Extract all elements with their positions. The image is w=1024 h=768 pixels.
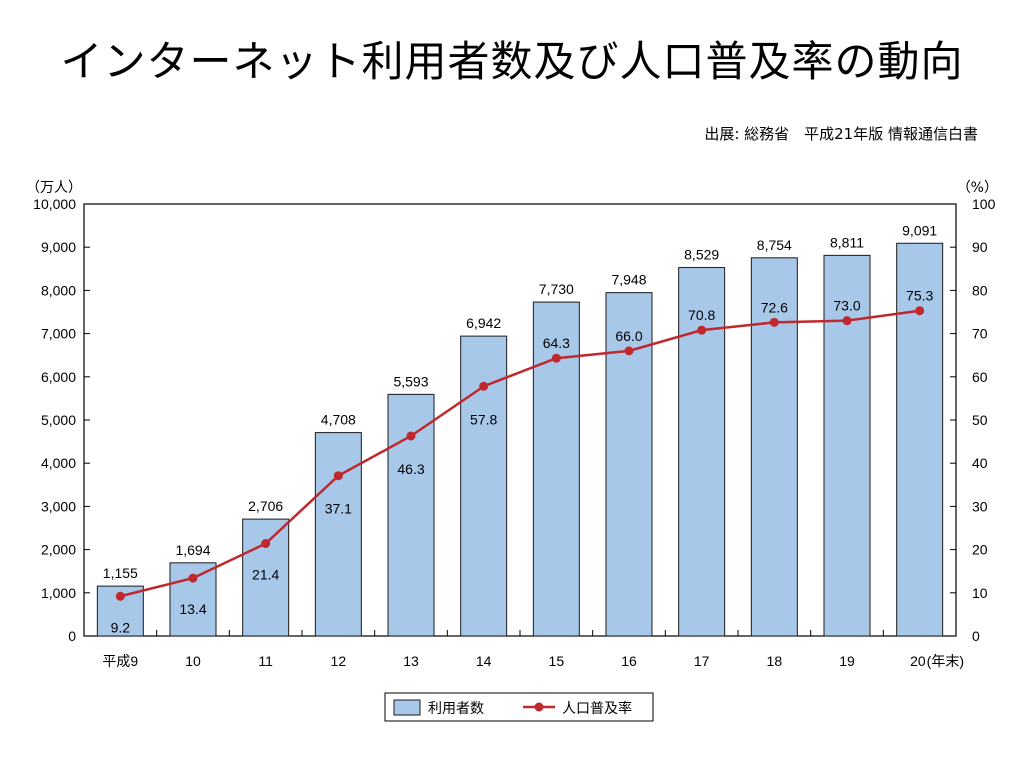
rate-value-label: 66.0 — [615, 328, 642, 344]
data-labels: 1,155 1,694 2,706 4,708 5,593 6,942 7,730 7,948… — [103, 222, 938, 635]
chart-legend: 利用者数 人口普及率 — [384, 692, 654, 722]
y-right-tick-label: 30 — [972, 498, 988, 514]
x-tick-label: 13 — [403, 653, 419, 669]
bar-value-label: 9,091 — [902, 222, 937, 238]
rate-point — [769, 317, 779, 327]
y-left-tick-label: 4,000 — [41, 455, 76, 471]
x-tick-label: 19 — [839, 653, 855, 669]
legend-label-bar: 利用者数 — [428, 701, 484, 717]
y-right-tick-label: 40 — [972, 455, 988, 471]
y-right-tick-label: 60 — [972, 369, 988, 385]
rate-point — [479, 381, 489, 391]
rate-value-label: 64.3 — [543, 335, 570, 351]
y-left-tick-label: 5,000 — [41, 412, 76, 428]
x-tick-label: 12 — [331, 653, 347, 669]
bar — [605, 292, 653, 637]
legend-swatch-point — [534, 702, 544, 712]
x-tick-label: 18 — [767, 653, 783, 669]
bar-value-label: 6,942 — [466, 315, 501, 331]
x-tick-label: 17 — [694, 653, 710, 669]
legend-box — [384, 692, 654, 722]
y-right-tick-label: 70 — [972, 326, 988, 342]
slide-title: インターネット利用者数及び人口普及率の動向 — [60, 37, 964, 86]
bar-value-label: 1,155 — [103, 565, 138, 581]
rate-value-label: 13.4 — [179, 601, 206, 617]
x-tick-label: 平成9 — [102, 653, 138, 669]
y-left-unit: （万人） — [26, 180, 82, 196]
bar-value-label: 5,593 — [393, 373, 428, 389]
y-right-tick-label: 90 — [972, 239, 988, 255]
rate-value-label: 70.8 — [688, 307, 715, 323]
y-left-tick-label: 2,000 — [41, 542, 76, 558]
rate-value-label: 57.8 — [470, 411, 497, 427]
rate-point — [333, 471, 343, 481]
x-tick-label: 15 — [549, 653, 565, 669]
source-note: 出展: 総務省 平成21年版 情報通信白書 — [704, 125, 978, 143]
bar-value-label: 1,694 — [175, 542, 210, 558]
y-left-tick-label: 7,000 — [41, 326, 76, 342]
chart-axes: 0 1,000 2,000 3,000 4,000 5,000 6,000 7,000 8,00… — [26, 180, 998, 669]
legend-swatch-bar — [393, 699, 421, 716]
bar — [242, 518, 290, 637]
rate-point — [697, 325, 707, 335]
bar-value-label: 7,948 — [611, 272, 646, 288]
bar-value-label: 8,529 — [684, 247, 719, 263]
y-left-tick-label: 3,000 — [41, 498, 76, 514]
rate-value-label: 73.0 — [833, 298, 860, 314]
bar-value-label: 8,811 — [830, 234, 864, 250]
rate-point — [406, 431, 416, 441]
rate-point — [915, 306, 925, 316]
y-left-tick-label: 0 — [68, 628, 76, 644]
rate-point — [188, 573, 198, 583]
bar-value-label: 2,706 — [248, 498, 283, 514]
x-tick-label: 20 — [910, 653, 926, 669]
rate-value-label: 46.3 — [397, 461, 424, 477]
rate-point — [115, 591, 125, 601]
bar — [314, 432, 362, 637]
legend-label-line: 人口普及率 — [562, 700, 632, 717]
bar — [532, 301, 580, 637]
bar-value-label: 7,730 — [539, 281, 574, 297]
rate-point — [624, 346, 634, 356]
bar — [387, 393, 435, 637]
rate-point — [261, 539, 271, 549]
x-tick-label: 16 — [621, 653, 637, 669]
y-right-tick-label: 50 — [972, 412, 988, 428]
bar-value-label: 4,708 — [321, 412, 356, 428]
x-axis-suffix: (年末) — [927, 653, 964, 669]
y-right-tick-label: 80 — [972, 282, 988, 298]
y-right-tick-label: 20 — [972, 542, 988, 558]
x-tick-label: 10 — [185, 653, 201, 669]
bar-value-label: 8,754 — [757, 237, 792, 253]
x-tick-label: 14 — [476, 653, 492, 669]
rate-line — [120, 309, 920, 598]
rate-point — [842, 316, 852, 326]
y-left-tick-label: 1,000 — [41, 585, 76, 601]
line-series — [115, 306, 925, 601]
y-left-tick-label: 8,000 — [41, 282, 76, 298]
rate-point — [551, 353, 561, 363]
y-left-tick-label: 10,000 — [33, 196, 76, 212]
x-tick-label: 11 — [258, 653, 273, 669]
rate-value-label: 9.2 — [111, 619, 131, 635]
rate-value-label: 21.4 — [252, 567, 279, 583]
y-right-tick-label: 0 — [972, 628, 980, 644]
rate-value-label: 72.6 — [761, 299, 788, 315]
y-right-tick-label: 10 — [972, 585, 988, 601]
bar-series — [96, 242, 944, 637]
y-right-tick-label: 100 — [972, 196, 996, 212]
y-left-tick-label: 6,000 — [41, 369, 76, 385]
rate-value-label: 37.1 — [325, 501, 352, 517]
y-left-tick-label: 9,000 — [41, 239, 76, 255]
y-right-unit: （%） — [957, 180, 998, 196]
rate-value-label: 75.3 — [906, 288, 933, 304]
